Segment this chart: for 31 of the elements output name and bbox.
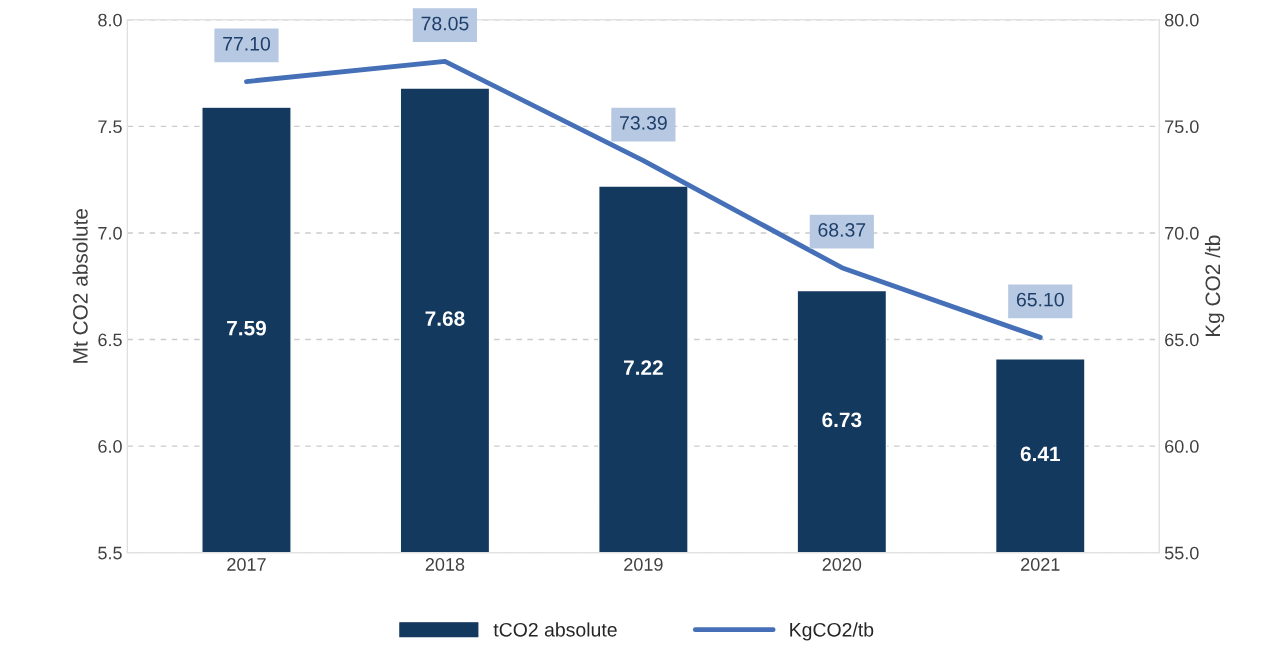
y-axis-title: Mt CO2 absolute bbox=[72, 208, 88, 363]
y2-tick-label: 65.0 bbox=[1165, 333, 1199, 347]
data-label: 68.37 bbox=[818, 223, 866, 237]
y-tick-label: 7.5 bbox=[98, 120, 122, 134]
data-label: 7.68 bbox=[425, 311, 465, 326]
x-tick-label: 2020 bbox=[822, 558, 862, 571]
x-tick-label: 2017 bbox=[227, 558, 266, 571]
data-label: 6.41 bbox=[1020, 446, 1060, 462]
y2-tick-label: 70.0 bbox=[1165, 226, 1199, 240]
y-tick-label: 5.5 bbox=[98, 546, 122, 560]
y2-tick-label: 60.0 bbox=[1165, 440, 1199, 453]
y-tick-label: 6.0 bbox=[98, 440, 122, 453]
y2-tick-label: 75.0 bbox=[1165, 120, 1199, 134]
data-label: 7.22 bbox=[623, 360, 663, 375]
legend-label: KgCO2/tb bbox=[790, 622, 874, 641]
y-tick-label: 6.5 bbox=[98, 333, 122, 347]
legend-label: tCO2 absolute bbox=[493, 622, 617, 637]
x-tick-label: 2021 bbox=[1021, 558, 1060, 571]
y2-tick-label: 55.0 bbox=[1164, 546, 1199, 560]
data-label: 6.73 bbox=[822, 412, 862, 428]
data-label: 65.10 bbox=[1016, 292, 1064, 307]
x-tick-label: 2018 bbox=[425, 558, 465, 571]
data-label: 73.39 bbox=[620, 116, 667, 130]
y-tick-label: 8.0 bbox=[98, 13, 122, 27]
y-tick-label: 7.0 bbox=[98, 226, 122, 240]
y2-axis-title: Kg CO2 /tb bbox=[1204, 235, 1225, 337]
y2-tick-label: 80.0 bbox=[1164, 13, 1199, 27]
data-label: 78.05 bbox=[421, 16, 469, 31]
x-tick-label: 2019 bbox=[624, 558, 663, 571]
data-label: 7.59 bbox=[227, 320, 266, 336]
data-label: 77.10 bbox=[223, 36, 271, 51]
